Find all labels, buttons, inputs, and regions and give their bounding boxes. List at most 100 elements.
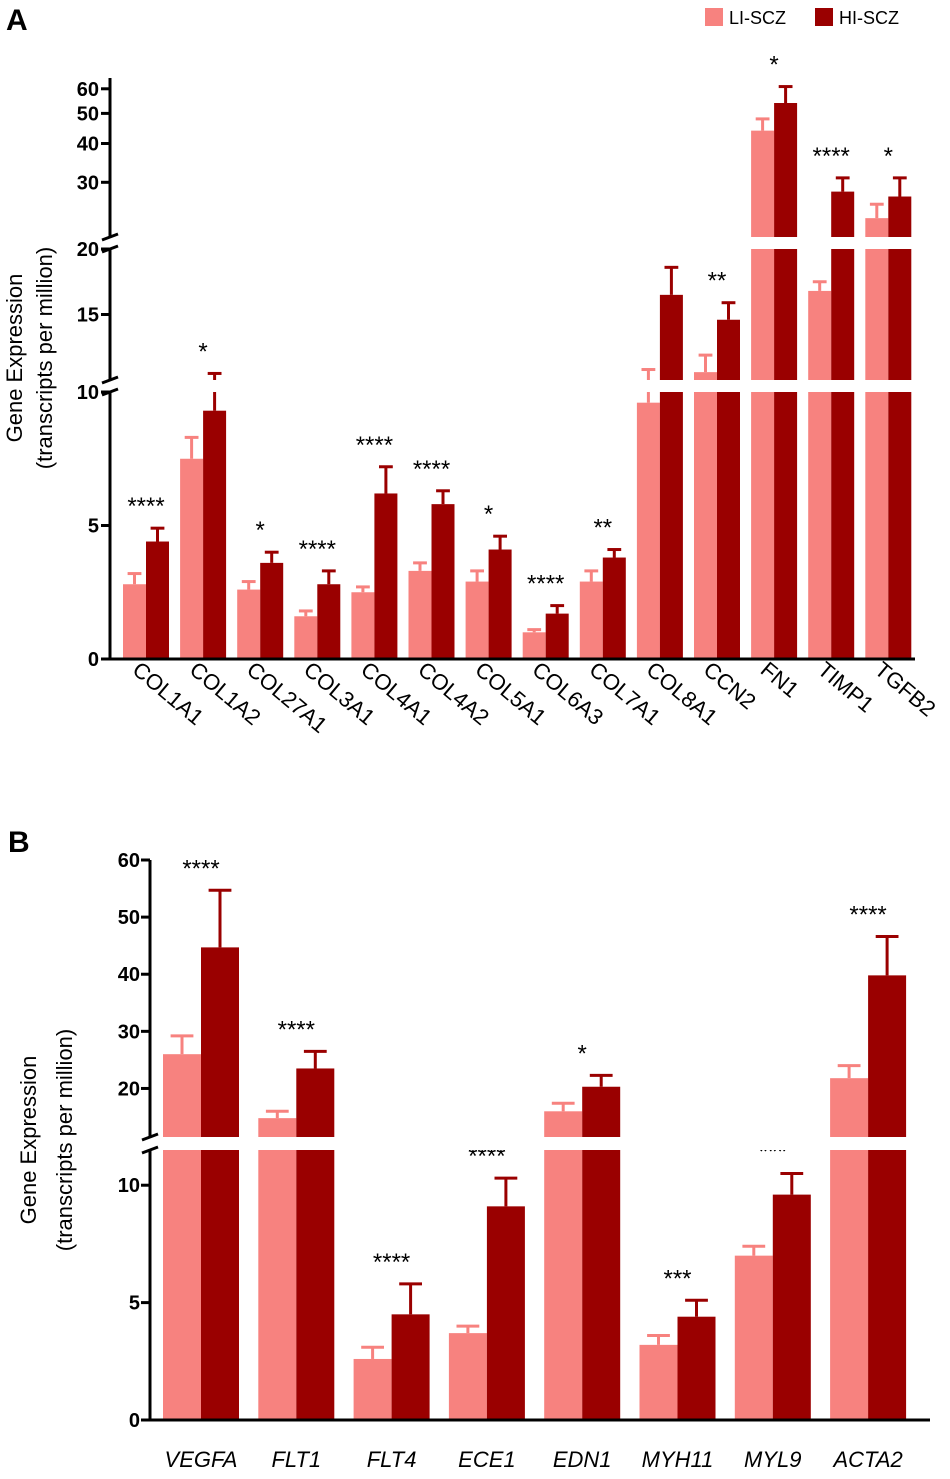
axis-break-gap [112,237,917,249]
significance-label: **** [356,432,393,459]
bar-hi-flt4 [391,1314,430,1420]
bar-hi-col4a2 [431,504,455,659]
bar-li-col7a1 [579,581,603,659]
y-tick-label: 0 [129,1410,140,1432]
bar-hi-col8a1 [659,294,683,659]
legend-swatch-li [705,8,723,26]
legend-label-hi: HI-SCZ [839,8,899,28]
y-axis-label: Gene Expression [2,274,27,443]
bar-li-acta2 [830,1078,869,1420]
significance-label: * [256,517,265,544]
y-tick-label: 60 [118,850,140,872]
significance-label: **** [849,902,886,929]
axis-break-mark [101,232,119,242]
bar-hi-flt1 [296,1068,335,1420]
significance-label: * [578,1040,587,1067]
bar-hi-myh11 [677,1316,716,1420]
axis-break-mark [141,1132,159,1142]
significance-label: **** [127,493,164,520]
bar-li-col27a1 [237,589,261,659]
y-tick-label: 5 [129,1293,140,1315]
bar-hi-vegfa [201,947,239,1420]
significance-label: **** [413,456,450,483]
panel-a: A*************************************05… [2,4,940,738]
category-label: VEGFA [165,1447,238,1472]
bar-li-col1a2 [180,458,204,659]
category-label: TIMP1 [813,657,879,718]
bar-hi-col5a1 [488,549,512,659]
y-tick-label: 10 [118,1175,140,1197]
legend: LI-SCZ HI-SCZ [705,8,899,28]
bar-li-tgfb2 [865,218,889,659]
bar-li-col5a1 [465,581,489,659]
bar-li-vegfa [163,1054,201,1420]
y-tick-label: 50 [77,103,99,125]
bar-hi-ece1 [486,1206,525,1420]
bar-li-col1a1 [123,584,146,659]
y-tick-label: 20 [77,239,99,261]
significance-label: **** [278,1016,315,1043]
y-tick-label: 10 [77,382,99,404]
bar-li-timp1 [808,290,832,659]
y-tick-label: 5 [88,516,99,538]
bar-hi-myl9 [772,1194,811,1420]
panel-b: B***************************051020304050… [8,826,932,1472]
bar-li-myl9 [734,1255,773,1420]
significance-label: * [769,52,778,79]
bar-hi-tgfb2 [888,196,912,659]
y-tick-label: 40 [118,964,140,986]
panel-label: B [8,826,30,859]
bar-li-edn1 [544,1111,583,1420]
bar-li-col8a1 [636,402,660,659]
bar-li-col4a2 [408,570,432,659]
y-tick-label: 20 [118,1078,140,1100]
axis-break-gap [112,380,917,392]
bar-li-flt4 [353,1358,392,1420]
y-axis-label-units: (transcripts per million) [52,1029,77,1252]
significance-label: ** [593,515,612,542]
significance-label: * [884,143,893,170]
bar-hi-col27a1 [260,562,284,659]
category-label: FN1 [756,657,804,703]
significance-label: **** [813,143,850,170]
y-tick-label: 50 [118,907,140,929]
bar-hi-col1a1 [146,541,169,659]
significance-label: **** [373,1249,410,1276]
bar-li-col3a1 [294,616,318,659]
bar-hi-col6a3 [545,613,569,659]
y-tick-label: 0 [88,649,99,671]
category-label: FLT1 [271,1447,321,1472]
bar-hi-edn1 [582,1086,621,1420]
y-axis-label-units: (transcripts per million) [32,247,57,470]
significance-label: **** [527,571,564,598]
bar-li-col4a1 [351,592,375,659]
y-tick-label: 15 [77,305,99,327]
bar-hi-acta2 [868,975,907,1420]
category-label: ACTA2 [831,1447,902,1472]
bar-hi-col7a1 [602,557,626,659]
significance-label: * [198,338,207,365]
axis-break-gap [152,1137,932,1150]
category-label: MYH11 [642,1447,714,1472]
legend-label-li: LI-SCZ [729,8,786,28]
bar-li-fn1 [751,130,775,660]
y-tick-label: 60 [77,79,99,101]
bar-hi-col3a1 [317,584,341,659]
significance-label: ** [708,268,727,295]
category-label: ECE1 [458,1447,515,1472]
y-tick-label: 40 [77,133,99,155]
bar-hi-timp1 [831,191,855,660]
bar-li-ece1 [448,1333,487,1420]
category-label: FLT4 [367,1447,417,1472]
category-label: EDN1 [553,1447,612,1472]
bar-hi-col1a2 [203,410,227,659]
bar-li-col6a3 [522,632,546,659]
bar-hi-ccn2 [717,319,740,659]
category-label: MYL9 [744,1447,801,1472]
significance-label: **** [299,536,336,563]
axis-break-mark [141,1145,159,1155]
category-label: TGFB2 [870,657,940,722]
significance-label: *** [663,1265,691,1292]
panel-label: A [6,4,28,37]
